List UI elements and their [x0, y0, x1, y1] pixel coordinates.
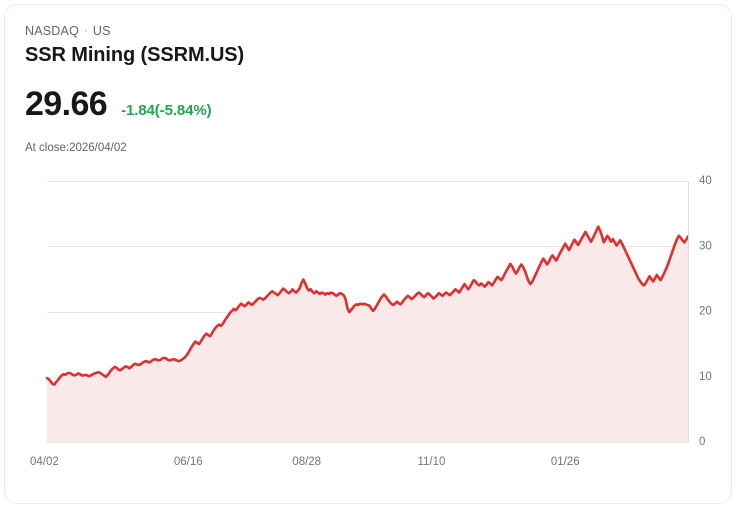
exchange-separator: ·: [84, 25, 88, 37]
y-axis-tick-label: 10: [699, 371, 712, 383]
y-axis-tick-label: 0: [699, 436, 705, 448]
y-axis-labels: 40 30 20 10 0: [699, 175, 712, 448]
stock-quote-card: NASDAQ · US SSR Mining (SSRM.US) 29.66 -1.…: [4, 4, 732, 504]
price-chart[interactable]: 40 30 20 10 0 04/02 06/16 08/28 11/10 01/26: [5, 165, 732, 485]
y-axis-tick-label: 20: [699, 306, 712, 318]
market-status: At close:2026/04/02: [25, 142, 127, 154]
exchange-row: NASDAQ · US: [25, 23, 711, 39]
price-value: 29.66: [25, 85, 108, 123]
x-axis-tick-label: 01/26: [551, 456, 580, 468]
exchange-name: NASDAQ: [25, 24, 79, 38]
x-axis-tick-label: 04/02: [30, 456, 59, 468]
price-row: 29.66 -1.84(-5.84%): [25, 85, 212, 123]
price-chart-svg[interactable]: 40 30 20 10 0 04/02 06/16 08/28 11/10 01/26: [5, 165, 732, 485]
price-line: [45, 225, 690, 386]
x-axis-tick-label: 06/16: [174, 456, 203, 468]
x-axis-tick-label: 08/28: [292, 456, 321, 468]
x-axis-tick-label: 11/10: [417, 456, 445, 468]
x-axis-labels: 04/02 06/16 08/28 11/10 01/26: [30, 456, 580, 468]
y-axis-tick-label: 30: [699, 240, 712, 252]
exchange-region: US: [92, 24, 111, 38]
y-axis-tick-label: 40: [699, 175, 712, 187]
price-area-fill: [47, 226, 688, 442]
page-title: SSR Mining (SSRM.US): [25, 44, 245, 66]
quote-header: NASDAQ · US SSR Mining (SSRM.US): [25, 23, 711, 68]
price-change: -1.84(-5.84%): [121, 102, 212, 119]
